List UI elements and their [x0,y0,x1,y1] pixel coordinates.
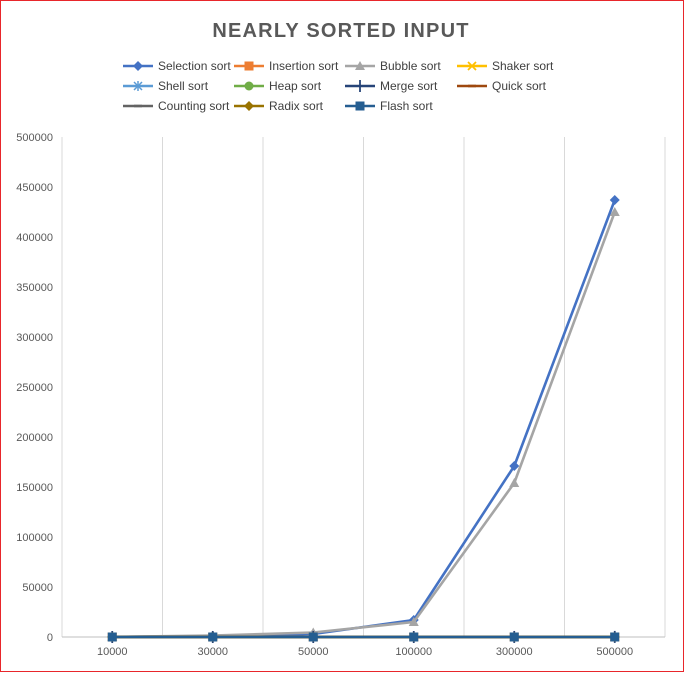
legend-entry: Quick sort [457,79,547,93]
x-tick-label: 300000 [496,646,533,658]
legend-label: Quick sort [492,79,547,93]
y-tick-label: 350000 [16,282,53,294]
y-tick-label: 400000 [16,232,53,244]
y-tick-label: 500000 [16,132,53,144]
legend-marker [133,61,143,71]
x-tick-label: 50000 [298,646,329,658]
legend-marker [244,101,254,111]
y-tick-label: 200000 [16,432,53,444]
legend-label: Merge sort [380,79,438,93]
data-point [509,478,519,487]
y-tick-label: 0 [47,632,53,644]
x-tick-label: 500000 [596,646,633,658]
y-tick-label: 50000 [22,582,53,594]
legend-entry: Radix sort [234,99,324,113]
legend-marker [245,62,254,71]
legend-label: Flash sort [380,99,433,113]
data-point [510,632,519,641]
data-point [108,633,117,642]
legend-entry: Bubble sort [345,59,441,73]
legend-label: Shaker sort [492,59,554,73]
data-point [409,632,418,641]
legend-label: Bubble sort [380,59,441,73]
legend-marker [245,82,254,91]
gridlines [163,137,666,637]
legend-entry: Heap sort [234,79,322,93]
legend-marker [356,102,365,111]
legend-entry: Insertion sort [234,59,339,73]
data-point [309,632,318,641]
legend-entry: Merge sort [345,79,438,93]
legend-label: Radix sort [269,99,324,113]
data-point [610,195,620,205]
legend-entry: Shell sort [123,79,209,93]
data-point [610,632,619,641]
legend-label: Counting sort [158,99,230,113]
legend-label: Shell sort [158,79,209,93]
legend-label: Selection sort [158,59,231,73]
y-tick-label: 100000 [16,532,53,544]
y-tick-label: 450000 [16,182,53,194]
legend-entry: Counting sort [123,99,230,113]
axes: 0 50000 100000 150000 200000 250000 300000 3500… [16,132,665,658]
legend-entry: Shaker sort [457,59,554,73]
x-tick-label: 10000 [97,646,128,658]
x-tick-label: 30000 [197,646,228,658]
x-tick-label: 100000 [395,646,432,658]
y-tick-label: 250000 [16,382,53,394]
data-point [208,633,217,642]
legend: Selection sort Insertion sort Bubble sort S… [123,59,554,113]
legend-label: Heap sort [269,79,322,93]
y-tick-label: 300000 [16,332,53,344]
legend-label: Insertion sort [269,59,339,73]
legend-entry: Selection sort [123,59,231,73]
legend-marker [356,80,364,92]
chart-title: NEARLY SORTED INPUT [212,20,469,42]
y-tick-label: 150000 [16,482,53,494]
legend-entry: Flash sort [345,99,433,113]
